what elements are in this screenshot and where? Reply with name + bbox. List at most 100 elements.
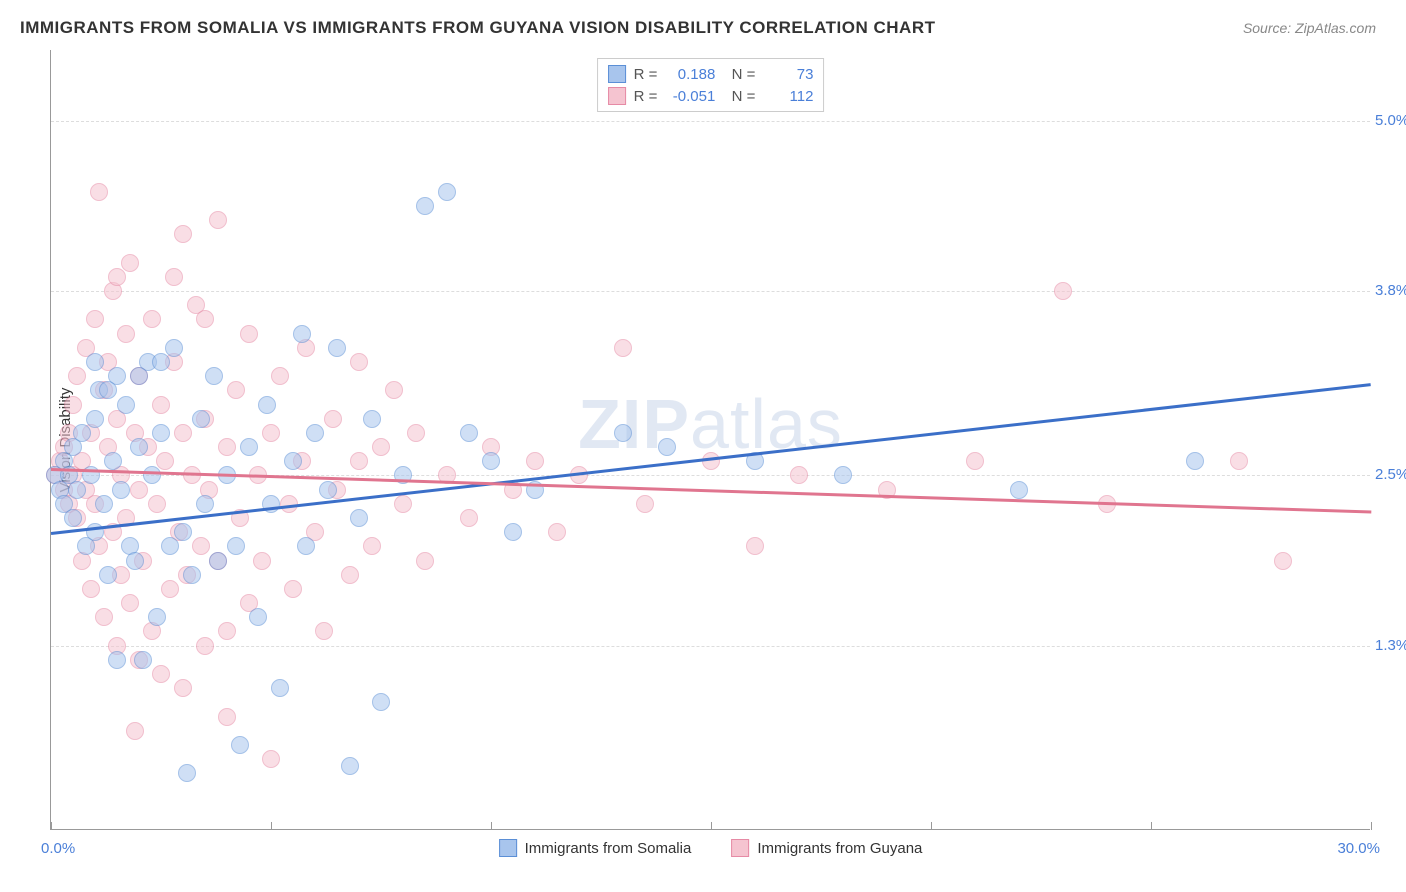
x-tick xyxy=(931,822,932,830)
scatter-point xyxy=(1054,282,1072,300)
scatter-point xyxy=(460,509,478,527)
scatter-point xyxy=(130,481,148,499)
legend-label-guyana: Immigrants from Guyana xyxy=(757,840,922,857)
scatter-point xyxy=(297,537,315,555)
scatter-point xyxy=(416,552,434,570)
scatter-point xyxy=(152,424,170,442)
x-tick xyxy=(711,822,712,830)
scatter-point xyxy=(293,325,311,343)
scatter-point xyxy=(407,424,425,442)
scatter-point xyxy=(82,580,100,598)
scatter-point xyxy=(363,410,381,428)
x-max-label: 30.0% xyxy=(1337,840,1380,857)
scatter-point xyxy=(218,708,236,726)
scatter-point xyxy=(240,325,258,343)
swatch-guyana xyxy=(608,87,626,105)
scatter-point xyxy=(262,424,280,442)
scatter-point xyxy=(108,651,126,669)
r-label: R = xyxy=(634,88,658,105)
scatter-point xyxy=(315,622,333,640)
scatter-point xyxy=(258,396,276,414)
legend-swatch-somalia xyxy=(499,839,517,857)
scatter-point xyxy=(192,410,210,428)
scatter-point xyxy=(231,736,249,754)
scatter-point xyxy=(156,452,174,470)
scatter-point xyxy=(117,396,135,414)
scatter-point xyxy=(790,466,808,484)
scatter-point xyxy=(183,566,201,584)
grid-line xyxy=(51,646,1370,647)
scatter-point xyxy=(121,254,139,272)
trend-line xyxy=(51,383,1371,534)
scatter-point xyxy=(253,552,271,570)
scatter-point xyxy=(121,594,139,612)
scatter-point xyxy=(209,552,227,570)
scatter-point xyxy=(126,722,144,740)
scatter-point xyxy=(526,452,544,470)
grid-line xyxy=(51,121,1370,122)
scatter-point xyxy=(196,637,214,655)
scatter-point xyxy=(165,339,183,357)
scatter-point xyxy=(249,608,267,626)
scatter-point xyxy=(183,466,201,484)
x-tick xyxy=(491,822,492,830)
scatter-point xyxy=(416,197,434,215)
scatter-point xyxy=(196,495,214,513)
x-min-label: 0.0% xyxy=(41,840,75,857)
scatter-point xyxy=(319,481,337,499)
source-attribution: Source: ZipAtlas.com xyxy=(1243,20,1376,36)
scatter-point xyxy=(64,396,82,414)
stats-box: R = 0.188 N = 73 R = -0.051 N = 112 xyxy=(597,58,825,112)
scatter-point xyxy=(363,537,381,555)
scatter-point xyxy=(614,424,632,442)
bottom-legend: Immigrants from Somalia Immigrants from … xyxy=(499,839,923,857)
scatter-point xyxy=(350,452,368,470)
n-value-somalia: 73 xyxy=(763,66,813,83)
scatter-point xyxy=(99,566,117,584)
grid-line xyxy=(51,291,1370,292)
legend-label-somalia: Immigrants from Somalia xyxy=(525,840,692,857)
scatter-point xyxy=(152,353,170,371)
scatter-point xyxy=(614,339,632,357)
scatter-point xyxy=(68,481,86,499)
scatter-point xyxy=(86,310,104,328)
scatter-point xyxy=(112,481,130,499)
scatter-point xyxy=(64,509,82,527)
scatter-point xyxy=(218,438,236,456)
scatter-point xyxy=(372,693,390,711)
scatter-point xyxy=(126,552,144,570)
scatter-point xyxy=(385,381,403,399)
y-tick-label: 1.3% xyxy=(1375,637,1406,654)
scatter-point xyxy=(130,367,148,385)
scatter-point xyxy=(161,580,179,598)
scatter-point xyxy=(1186,452,1204,470)
y-tick-label: 3.8% xyxy=(1375,282,1406,299)
x-tick xyxy=(271,822,272,830)
scatter-point xyxy=(350,353,368,371)
scatter-point xyxy=(658,438,676,456)
scatter-point xyxy=(73,424,91,442)
r-label: R = xyxy=(634,66,658,83)
scatter-point xyxy=(482,452,500,470)
scatter-point xyxy=(108,268,126,286)
n-value-guyana: 112 xyxy=(763,88,813,105)
x-tick xyxy=(51,822,52,830)
scatter-point xyxy=(394,495,412,513)
scatter-point xyxy=(341,566,359,584)
scatter-point xyxy=(143,310,161,328)
legend-item-guyana: Immigrants from Guyana xyxy=(731,839,922,857)
scatter-point xyxy=(324,410,342,428)
scatter-point xyxy=(1274,552,1292,570)
scatter-point xyxy=(834,466,852,484)
scatter-point xyxy=(372,438,390,456)
scatter-point xyxy=(196,310,214,328)
scatter-point xyxy=(284,452,302,470)
scatter-point xyxy=(161,537,179,555)
scatter-point xyxy=(460,424,478,442)
scatter-point xyxy=(117,325,135,343)
scatter-point xyxy=(438,183,456,201)
scatter-point xyxy=(209,211,227,229)
scatter-point xyxy=(148,495,166,513)
scatter-point xyxy=(227,381,245,399)
y-tick-label: 2.5% xyxy=(1375,466,1406,483)
